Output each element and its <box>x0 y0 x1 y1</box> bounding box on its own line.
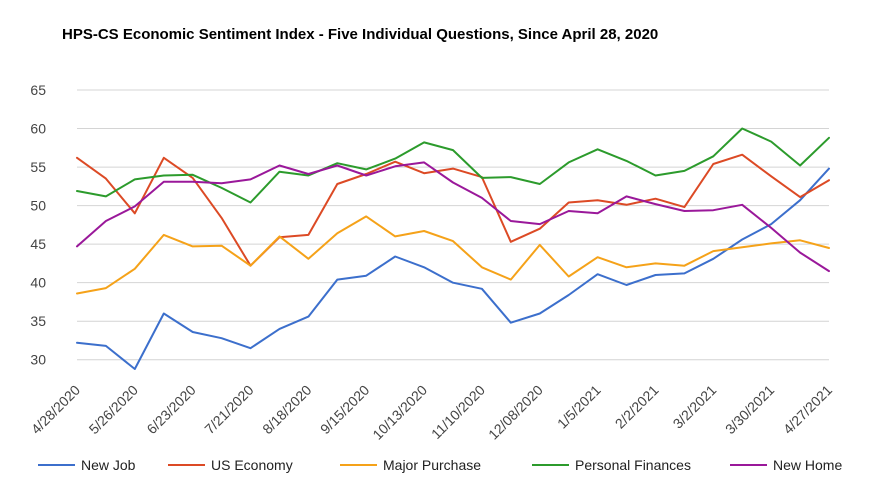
y-tick-label: 50 <box>30 198 46 214</box>
x-tick-label: 2/2/2021 <box>612 382 662 432</box>
x-tick-label: 3/2/2021 <box>670 382 720 432</box>
chart-title: HPS-CS Economic Sentiment Index - Five I… <box>62 26 658 43</box>
series-line-us-economy <box>76 153 830 267</box>
gridlines <box>77 89 829 361</box>
x-tick-label: 5/26/2020 <box>86 382 142 438</box>
legend: New Job US Economy Major Purchase Personal … <box>38 457 842 473</box>
y-tick-label: 55 <box>30 159 46 175</box>
legend-label: New Home <box>773 457 842 473</box>
y-tick-label: 60 <box>30 121 46 137</box>
series-line-new-job <box>76 167 830 370</box>
x-tick-label: 9/15/2020 <box>317 382 373 438</box>
legend-label: Major Purchase <box>383 457 481 473</box>
x-tick-label: 10/13/2020 <box>369 382 430 443</box>
x-tick-label: 6/23/2020 <box>143 382 199 438</box>
x-tick-label: 11/10/2020 <box>428 382 488 442</box>
series-line-new-home <box>76 161 830 273</box>
y-tick-label: 65 <box>30 82 46 98</box>
x-tick-label: 12/08/2020 <box>485 382 546 443</box>
y-tick-label: 35 <box>30 313 46 329</box>
x-axis-ticks: 4/28/2020 5/26/2020 6/23/2020 7/21/2020 8/18… <box>28 382 836 443</box>
series-lines <box>76 127 830 370</box>
x-tick-label: 4/27/2021 <box>780 382 836 438</box>
legend-label: New Job <box>81 457 136 473</box>
x-tick-label: 4/28/2020 <box>28 382 84 438</box>
y-tick-label: 40 <box>30 275 46 291</box>
legend-label: US Economy <box>211 457 293 473</box>
series-line-personal-finances <box>76 127 830 204</box>
y-tick-label: 45 <box>30 236 46 252</box>
y-axis-ticks: 30 35 40 45 50 55 60 65 <box>30 82 46 368</box>
series-line-major-purchase <box>76 215 830 295</box>
x-tick-label: 8/18/2020 <box>259 382 315 438</box>
x-tick-label: 3/30/2021 <box>722 382 778 438</box>
y-tick-label: 30 <box>30 352 46 368</box>
x-tick-label: 1/5/2021 <box>554 382 604 432</box>
legend-label: Personal Finances <box>575 457 691 473</box>
x-tick-label: 7/21/2020 <box>201 382 257 438</box>
